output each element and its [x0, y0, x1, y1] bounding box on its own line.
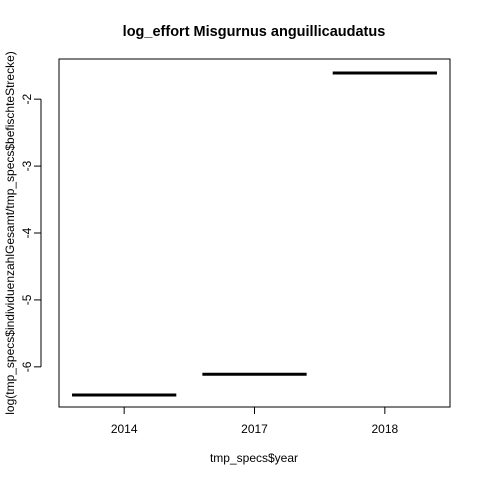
y-tick-label: -5 [20, 294, 34, 305]
y-axis-title: log(tmp_specs$individuenzahlGesamt/tmp_s… [3, 51, 17, 415]
series-medians [72, 71, 437, 397]
y-tick-label: -2 [20, 93, 34, 104]
y-tick-label: -4 [20, 227, 34, 238]
x-axis: 2014 2017 2018 [111, 406, 399, 436]
plot-frame [58, 58, 451, 408]
y-axis: -6 -5 -4 -3 -2 [20, 93, 42, 372]
x-tick-label-2014: 2014 [111, 422, 138, 436]
y-tick-label: -3 [20, 160, 34, 171]
chart-title: log_effort Misgurnus anguillicaudatus [123, 24, 386, 40]
x-tick-label-2018: 2018 [371, 422, 398, 436]
y-tick-label: -6 [20, 361, 34, 372]
x-axis-title: tmp_specs$year [210, 451, 298, 465]
x-tick-label-2017: 2017 [241, 422, 268, 436]
